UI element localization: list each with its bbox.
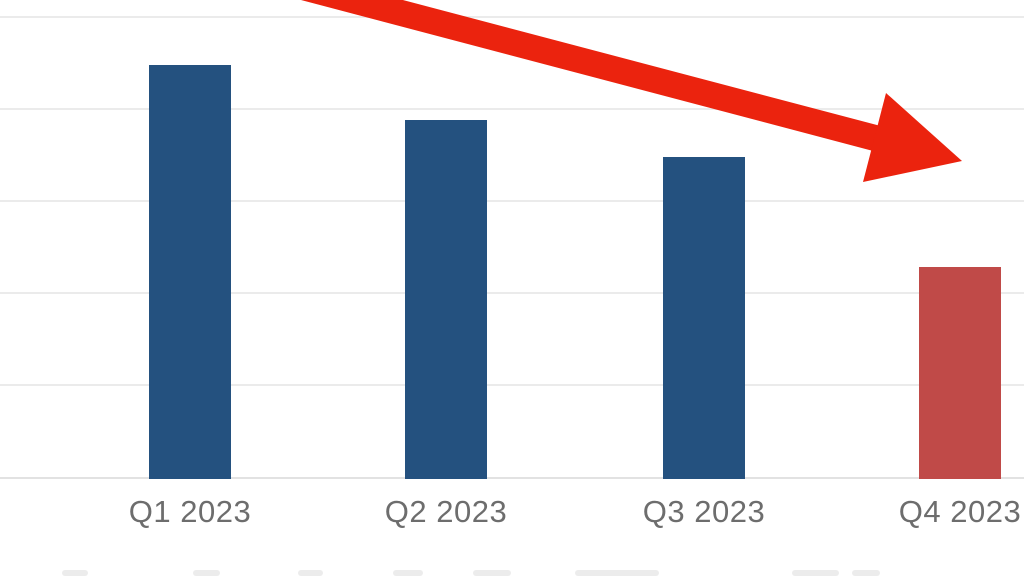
cutoff-text-fragment — [852, 570, 880, 576]
cutoff-text-fragment — [473, 570, 511, 576]
cutoff-text-fragment — [575, 570, 659, 576]
cutoff-text-fragment — [298, 570, 323, 576]
cutoff-text-fragment — [193, 570, 220, 576]
bar-q1-2023 — [149, 65, 231, 479]
bar-q2-2023 — [405, 120, 487, 479]
cutoff-text-fragment — [62, 570, 88, 576]
gridline — [0, 200, 1024, 202]
cutoff-text-fragment — [792, 570, 839, 576]
x-tick-label-q1: Q1 2023 — [128, 494, 252, 529]
gridline — [0, 16, 1024, 18]
x-axis-line — [0, 477, 1024, 479]
gridline — [0, 384, 1024, 386]
gridline — [0, 292, 1024, 294]
x-tick-label-q4: Q4 2023 — [898, 494, 1022, 529]
bar-q3-2023 — [663, 157, 745, 479]
x-tick-label-q2: Q2 2023 — [384, 494, 508, 529]
trend-arrow-shaft — [300, 0, 879, 151]
cutoff-text-fragment — [393, 570, 423, 576]
x-tick-label-q3: Q3 2023 — [642, 494, 766, 529]
trend-arrow-head — [863, 93, 962, 182]
bar-q4-2023 — [919, 267, 1001, 479]
